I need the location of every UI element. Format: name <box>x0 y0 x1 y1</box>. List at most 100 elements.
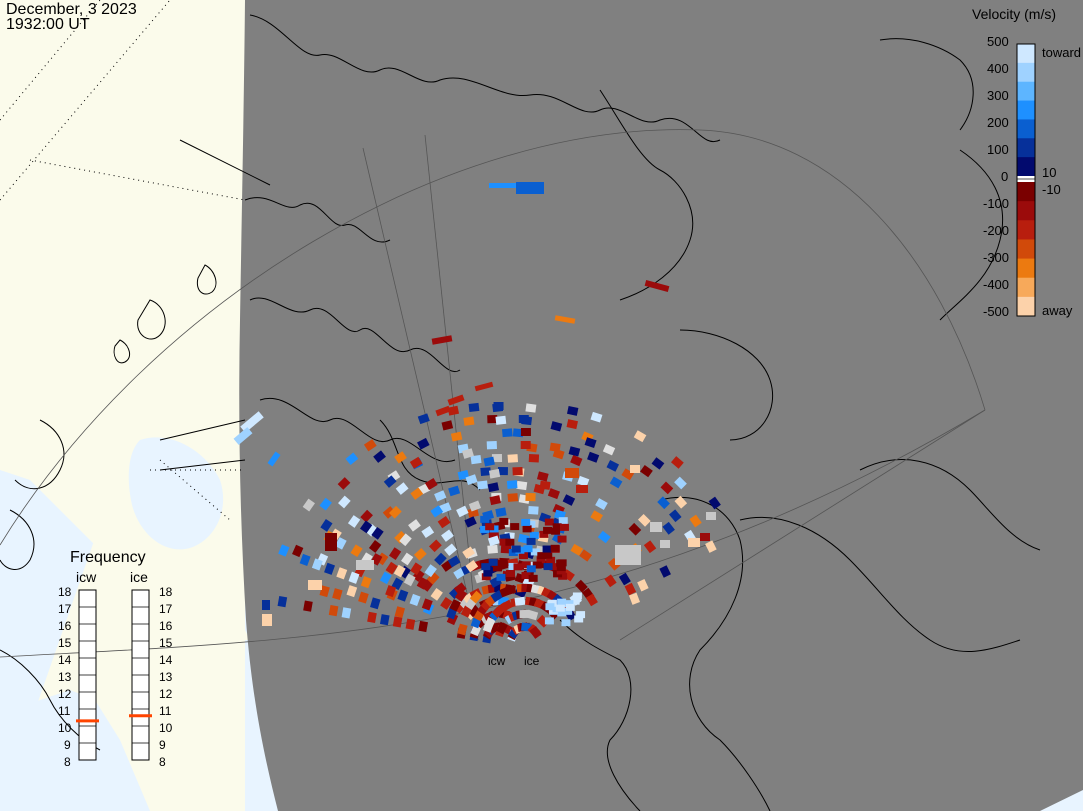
velocity-cell <box>489 495 501 506</box>
velocity-cell <box>394 451 407 464</box>
velocity-cell <box>385 585 397 598</box>
velocity-cell <box>495 415 507 425</box>
velocity-cell <box>495 507 507 518</box>
velocity-cell <box>345 452 359 466</box>
colorbar-tick-minus400: -400 <box>983 277 1010 292</box>
velocity-cell <box>662 521 675 535</box>
velocity-cell <box>332 588 343 600</box>
freq-tick-left-18: 18 <box>58 585 72 599</box>
velocity-cell <box>633 430 647 443</box>
velocity-cell <box>360 509 373 523</box>
velocity-cell <box>395 482 409 495</box>
velocity-cell <box>450 431 463 442</box>
velocity-cell <box>557 609 567 617</box>
velocity-cell <box>537 552 547 560</box>
day-grid-dots <box>0 0 246 521</box>
velocity-cell <box>520 440 531 450</box>
velocity-cell <box>426 571 440 585</box>
velocity-cell <box>469 590 483 604</box>
velocity-cell <box>440 597 453 610</box>
freq-tick-left-9: 9 <box>64 738 71 752</box>
velocity-cell <box>513 563 523 571</box>
colorbar-toward-step <box>1017 157 1035 177</box>
velocity-cell <box>449 599 461 612</box>
freq-tick-left-13: 13 <box>58 670 72 684</box>
velocity-cell <box>303 600 313 612</box>
velocity-cell <box>689 514 702 528</box>
velocity-cell <box>492 403 504 413</box>
velocity-cell <box>499 517 509 525</box>
velocity-cell <box>576 485 588 493</box>
velocity-cell <box>337 477 351 490</box>
velocity-cell <box>512 428 524 438</box>
velocity-cell <box>430 587 443 601</box>
velocity-cell <box>388 547 402 561</box>
velocity-cell <box>453 582 467 595</box>
velocity-cell <box>417 437 430 450</box>
velocity-cell <box>508 562 518 570</box>
velocity-cell <box>521 561 531 569</box>
velocity-cell <box>496 621 508 635</box>
velocity-cell <box>555 604 565 612</box>
colorbar-title: Velocity (m/s) <box>972 6 1057 22</box>
velocity-cell <box>359 520 373 534</box>
velocity-cell <box>551 563 561 571</box>
velocity-cell <box>373 450 386 463</box>
colorbar-away-step <box>1017 220 1035 240</box>
velocity-cell <box>418 620 428 633</box>
velocity-cell <box>397 589 409 602</box>
velocity-cell <box>371 526 384 540</box>
velocity-cell <box>487 414 498 424</box>
velocity-cell <box>491 453 503 463</box>
velocity-cell <box>504 584 517 596</box>
velocity-cell <box>505 570 515 578</box>
velocity-cell <box>529 531 539 539</box>
velocity-cell <box>607 557 621 571</box>
velocity-cell <box>487 544 498 554</box>
colorbar-toward-step <box>1017 81 1035 102</box>
velocity-cell <box>543 551 553 559</box>
velocity-cell <box>618 572 631 586</box>
colorbar-toward-label: toward <box>1042 45 1082 60</box>
velocity-cell <box>528 505 539 515</box>
velocity-cell <box>563 607 573 615</box>
velocity-cell <box>621 468 635 481</box>
velocity-cell <box>391 577 404 591</box>
velocity-cell <box>431 335 453 345</box>
velocity-cell <box>394 530 407 544</box>
velocity-cell <box>570 597 580 605</box>
velocity-cell <box>370 597 381 610</box>
velocity-cell <box>544 518 554 526</box>
velocity-cell <box>528 574 538 582</box>
velocity-cell <box>568 446 581 457</box>
velocity-cell <box>497 466 508 476</box>
velocity-cell <box>585 593 598 607</box>
velocity-cell <box>240 411 264 433</box>
coastlines <box>0 14 1041 811</box>
velocity-cell <box>365 523 378 537</box>
velocity-cell <box>394 606 406 618</box>
velocity-cell <box>403 573 416 587</box>
velocity-cell <box>706 512 716 520</box>
velocity-cell <box>630 465 640 473</box>
velocity-cell <box>424 564 437 578</box>
freq-tick-left-14: 14 <box>58 653 72 667</box>
velocity-cell <box>523 545 533 553</box>
velocity-cell <box>360 576 372 589</box>
freq-tick-right-16: 16 <box>159 619 173 633</box>
velocity-cell <box>382 506 396 519</box>
velocity-cell <box>448 485 461 497</box>
velocity-cell <box>233 427 253 445</box>
site-label-ice: ice <box>524 654 540 668</box>
velocity-cell <box>399 533 412 547</box>
velocity-cell <box>705 540 717 553</box>
velocity-cell <box>277 596 288 608</box>
velocity-cell <box>609 476 623 489</box>
velocity-cell <box>430 505 444 518</box>
velocity-cell <box>628 592 640 605</box>
velocity-cell <box>543 563 553 571</box>
velocity-cell <box>708 496 721 510</box>
velocity-cell <box>669 509 682 523</box>
velocity-cell <box>481 573 491 581</box>
velocity-cell <box>487 482 500 493</box>
